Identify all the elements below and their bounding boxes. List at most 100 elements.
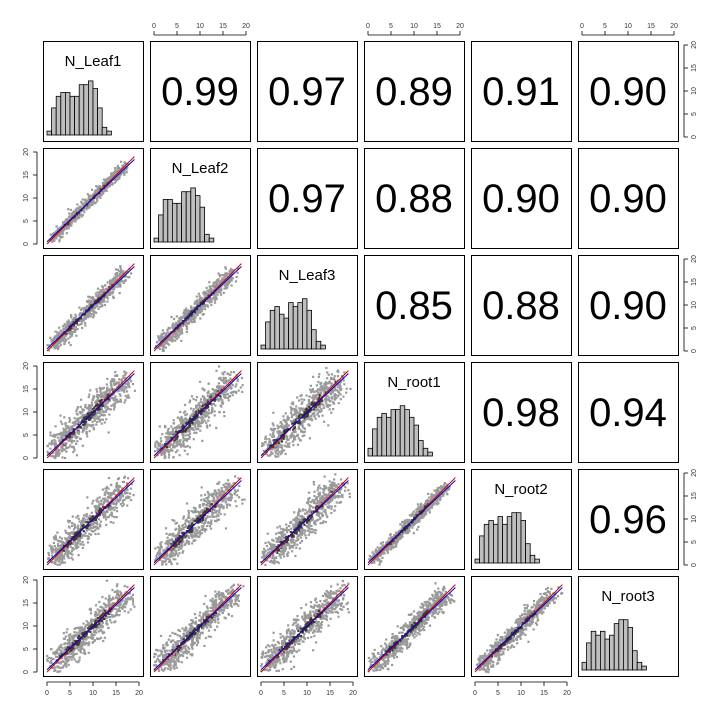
histogram-bar [320, 344, 326, 350]
scatter-point [283, 444, 286, 447]
scatter-point [196, 314, 199, 317]
histogram-bar [390, 409, 396, 457]
scatter-point [122, 495, 125, 498]
scatter-point [205, 517, 208, 520]
scatter-point [183, 403, 187, 406]
scatter-point [196, 510, 199, 513]
scatter-point [319, 382, 322, 385]
scatter-point [85, 432, 88, 435]
scatter-point [63, 323, 66, 326]
scatter-point [111, 515, 114, 518]
scatter-point [290, 420, 293, 423]
scatter-point [154, 547, 157, 550]
scatter-point [303, 427, 306, 430]
scatter-point [77, 535, 80, 538]
scatter-point [67, 208, 70, 211]
scatter-point [99, 407, 102, 410]
scatter-point [64, 529, 67, 532]
scatter-point [208, 290, 211, 293]
scatter-point [308, 402, 311, 405]
scatter-point [172, 332, 175, 335]
panel-frame [471, 255, 572, 356]
scatter-point [186, 453, 189, 456]
scatter-point [196, 396, 199, 399]
scatter-point [116, 381, 119, 384]
scatter-point [292, 428, 295, 431]
scatter-point [166, 542, 169, 545]
scatter-point [186, 318, 190, 321]
scatter-point [185, 328, 188, 331]
scatter-point [185, 439, 188, 442]
scatter-point [218, 387, 221, 390]
scatter-point [235, 275, 238, 278]
histogram-bar [208, 237, 215, 243]
scatter-point [57, 454, 60, 457]
scatter-point [184, 410, 187, 413]
scatter-point [117, 275, 120, 278]
scatter-point [60, 552, 64, 555]
scatter-point [182, 550, 185, 553]
scatter-point [298, 427, 301, 431]
scatter-point [181, 433, 184, 436]
scatter-point [300, 398, 303, 401]
scatter-point [236, 380, 239, 383]
scatter-point [113, 502, 116, 505]
scatter-point [323, 383, 326, 386]
scatter-point [103, 493, 106, 497]
scatter-point [168, 453, 171, 456]
scatter-point [81, 320, 84, 323]
scatter-point [160, 555, 163, 558]
scatter-point [106, 386, 109, 389]
scatter-point [300, 402, 303, 405]
scatter-point [333, 375, 336, 378]
scatter-point [112, 382, 115, 385]
scatter-point [121, 165, 124, 168]
scatter-point [88, 205, 91, 208]
scatter-point [195, 406, 198, 409]
scatter-point [176, 427, 179, 430]
scatter-point [210, 503, 213, 506]
scatter-point [322, 406, 325, 409]
scatter-point [336, 370, 339, 373]
scatter-point [93, 191, 96, 194]
scatter-point [327, 381, 330, 384]
scatter-point [112, 280, 116, 283]
scatter-point [77, 431, 80, 434]
scatter-point [121, 501, 124, 504]
scatter-point [231, 269, 234, 272]
scatter-point [60, 551, 64, 554]
scatter-point [215, 520, 218, 523]
scatter-point [85, 427, 88, 430]
scatter-point [171, 427, 174, 431]
scatter-point [97, 307, 100, 310]
scatter-point [330, 411, 333, 414]
scatter-point [97, 410, 100, 413]
scatter-point [192, 519, 195, 522]
scatter-point [185, 326, 189, 329]
scatter-point [83, 210, 86, 214]
scatter-point [160, 337, 163, 340]
scatter-point [118, 270, 121, 273]
scatter-point [172, 419, 175, 422]
scatter-point [186, 309, 189, 312]
scatter-point [57, 452, 60, 455]
scatter-point [166, 429, 169, 432]
scatter-point [170, 543, 173, 546]
scatter-point [226, 487, 229, 490]
histogram-bar [376, 416, 383, 457]
scatter-point [61, 438, 65, 441]
scatter-point [67, 521, 70, 524]
scatter-point [82, 429, 85, 432]
scatter-point [286, 415, 289, 418]
scatter-point [88, 411, 91, 414]
scatter-point [172, 433, 175, 436]
scatter-point [180, 430, 183, 433]
scatter-point [297, 399, 301, 402]
scatter-point [69, 435, 72, 438]
scatter-point [106, 388, 109, 391]
scatter-point [85, 431, 88, 434]
scatter-point [102, 511, 105, 514]
scatter-point [63, 561, 66, 564]
scatter-point [85, 521, 88, 524]
scatter-point [173, 426, 177, 429]
